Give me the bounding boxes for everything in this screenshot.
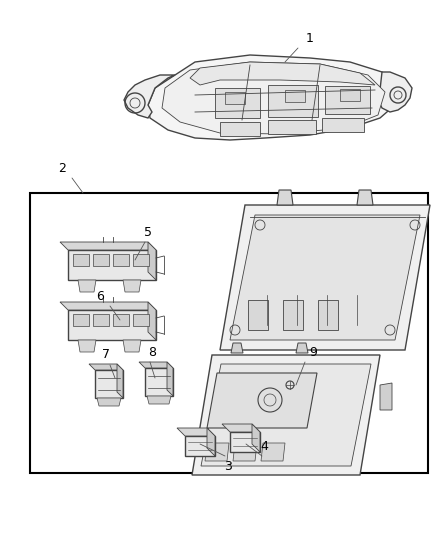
Polygon shape [68, 250, 156, 280]
Polygon shape [230, 215, 420, 340]
Polygon shape [145, 368, 173, 396]
Polygon shape [230, 432, 260, 452]
Polygon shape [340, 89, 360, 101]
Polygon shape [220, 205, 430, 350]
Polygon shape [207, 373, 317, 428]
Polygon shape [78, 280, 96, 292]
Polygon shape [95, 370, 123, 398]
Polygon shape [215, 88, 260, 118]
Polygon shape [252, 424, 260, 452]
Text: 4: 4 [260, 440, 268, 453]
Polygon shape [378, 72, 412, 112]
Polygon shape [60, 302, 156, 310]
Polygon shape [60, 242, 156, 250]
Polygon shape [123, 340, 141, 352]
Polygon shape [93, 314, 109, 326]
Polygon shape [123, 280, 141, 292]
Polygon shape [147, 396, 171, 404]
Bar [30, 193, 428, 473]
Text: 9: 9 [309, 345, 317, 359]
Polygon shape [117, 364, 123, 398]
Text: 1: 1 [306, 31, 314, 44]
Polygon shape [148, 302, 156, 340]
Polygon shape [124, 75, 175, 118]
Polygon shape [73, 314, 89, 326]
Polygon shape [222, 424, 260, 432]
Polygon shape [268, 120, 316, 134]
Polygon shape [205, 443, 229, 461]
Polygon shape [357, 190, 373, 205]
Polygon shape [220, 122, 260, 136]
Polygon shape [97, 398, 121, 406]
Polygon shape [380, 383, 392, 410]
Polygon shape [248, 300, 268, 330]
Polygon shape [167, 362, 173, 396]
Polygon shape [201, 364, 371, 466]
Text: 2: 2 [58, 161, 66, 174]
Polygon shape [261, 443, 285, 461]
Polygon shape [190, 62, 375, 85]
Polygon shape [73, 254, 89, 266]
Text: 5: 5 [144, 225, 152, 238]
Text: 3: 3 [224, 459, 232, 472]
Polygon shape [185, 436, 215, 456]
Polygon shape [68, 310, 156, 340]
Polygon shape [177, 428, 215, 436]
Polygon shape [133, 314, 149, 326]
Polygon shape [268, 85, 318, 117]
Polygon shape [233, 443, 257, 461]
Polygon shape [318, 300, 338, 330]
Polygon shape [322, 118, 364, 132]
Polygon shape [296, 343, 308, 353]
Polygon shape [133, 254, 149, 266]
Polygon shape [148, 242, 156, 280]
Polygon shape [113, 254, 129, 266]
Polygon shape [277, 190, 293, 205]
Polygon shape [162, 62, 385, 134]
Text: 7: 7 [102, 349, 110, 361]
Polygon shape [283, 300, 303, 330]
Text: 8: 8 [148, 345, 156, 359]
Polygon shape [89, 364, 123, 370]
Polygon shape [207, 428, 215, 456]
Polygon shape [78, 340, 96, 352]
Text: 6: 6 [96, 289, 104, 303]
Polygon shape [225, 92, 245, 104]
Polygon shape [113, 314, 129, 326]
Polygon shape [231, 343, 243, 353]
Polygon shape [148, 55, 400, 140]
Polygon shape [93, 254, 109, 266]
Polygon shape [139, 362, 173, 368]
Polygon shape [192, 355, 380, 475]
Polygon shape [285, 90, 305, 102]
Polygon shape [325, 86, 370, 114]
